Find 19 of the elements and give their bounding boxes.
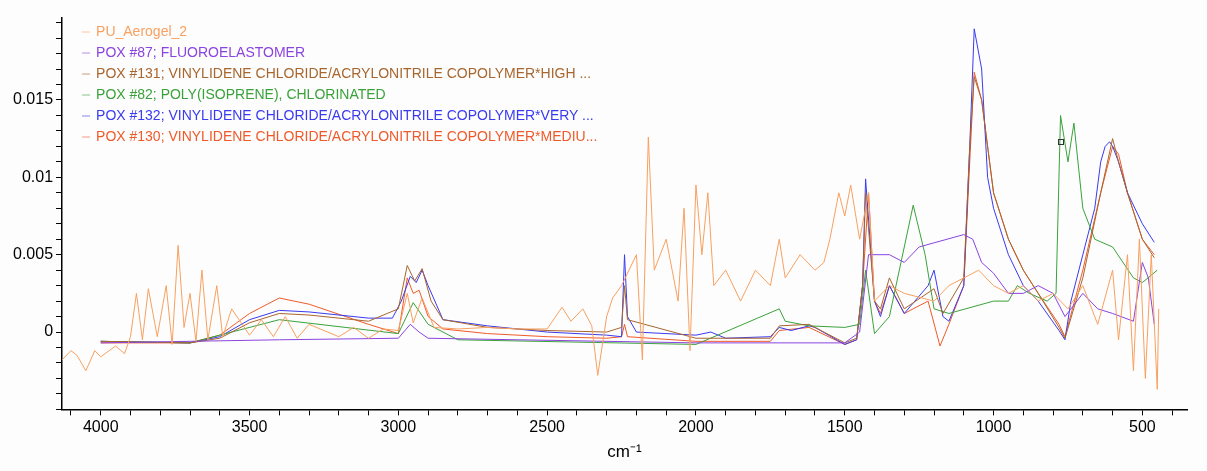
x-tick-label: 3000: [380, 418, 417, 436]
x-tick-label: 1000: [975, 418, 1012, 436]
x-axis-title: cm⁻¹: [607, 442, 643, 462]
x-tick-label: 3500: [231, 418, 268, 436]
y-tick-label: 0.015: [12, 90, 54, 108]
x-tick-label: 2000: [678, 418, 714, 436]
x-tick-label: 1500: [826, 418, 863, 436]
y-tick-label: 0.01: [21, 167, 54, 185]
legend-label: POX #130; VINYLIDENE CHLORIDE/ACRYLONITRILE COPOLYMER*MEDIU...: [96, 127, 598, 144]
y-tick-label: 0.005: [12, 245, 54, 263]
legend-label: POX #82; POLY(ISOPRENE), CHLORINATED: [96, 85, 386, 102]
legend-label: POX #132; VINYLIDENE CHLORIDE/ACRYLONITRILE COPOLYMER*VERY ...: [96, 106, 594, 123]
x-tick-label: 2500: [529, 418, 566, 436]
legend-label: POX #87; FLUOROELASTOMER: [96, 43, 306, 60]
x-tick-label: 500: [1129, 418, 1156, 436]
legend-label: POX #131; VINYLIDENE CHLORIDE/ACRYLONITRILE COPOLYMER*HIGH ...: [96, 64, 592, 81]
x-tick-label: 4000: [82, 418, 119, 436]
legend-label: PU_Aerogel_2: [96, 22, 188, 39]
y-tick-label: 0: [44, 322, 54, 340]
